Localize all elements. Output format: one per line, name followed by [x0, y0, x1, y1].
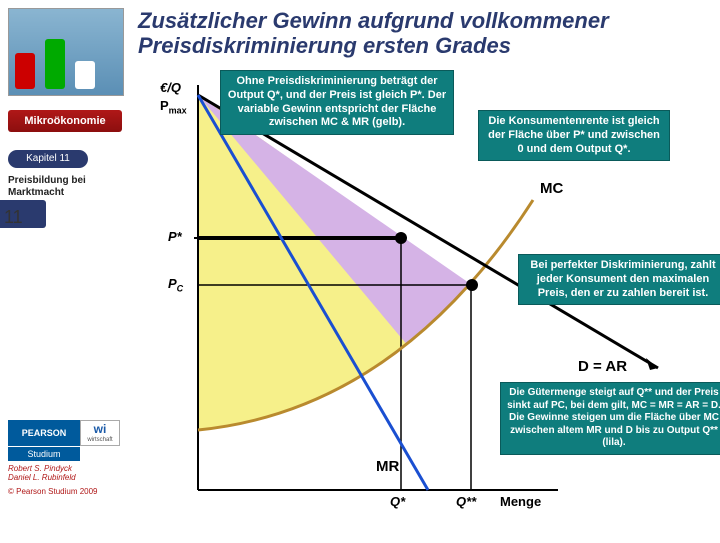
wi-logo: wiwirtschaft	[80, 420, 120, 446]
authors: Robert S. PindyckDaniel L. Rubinfeld	[8, 465, 124, 483]
d-label: D = AR	[578, 358, 627, 375]
pc-label: PC	[168, 276, 183, 294]
chapter-badge: Kapitel 11	[8, 150, 88, 168]
mc-label: MC	[540, 180, 563, 197]
slide-number: 11	[4, 207, 23, 228]
sidebar: Mikroökonomie Kapitel 11 Preisbildung be…	[0, 0, 130, 540]
callout-quantity-increase: Die Gütermenge steigt auf Q** und der Pr…	[500, 382, 720, 455]
callout-consumer-surplus: Die Konsumentenrente ist gleich der Fläc…	[478, 110, 670, 161]
studium-logo: Studium	[8, 447, 80, 461]
decorative-bar	[15, 53, 35, 89]
logo-thumbnail	[8, 8, 124, 96]
qstarstar-label: Q**	[456, 494, 476, 509]
x-axis-label: Menge	[500, 494, 541, 509]
copyright: © Pearson Studium 2009	[8, 487, 124, 496]
y-axis-label: €/Q	[160, 80, 181, 95]
page-title: Zusätzlicher Gewinn aufgrund vollkommene…	[138, 8, 712, 59]
price-discrimination-chart: €/Q Pmax P* PC Q* Q** Menge MC D = AR MR…	[138, 70, 716, 538]
qstar-label: Q*	[390, 494, 405, 509]
pstar-label: P*	[168, 229, 182, 244]
pmax-label: Pmax	[160, 98, 187, 116]
pearson-logo: PEARSON	[8, 420, 80, 446]
publisher-block: PEARSONwiwirtschaft Studium Robert S. Pi…	[8, 420, 124, 510]
topic-label: Preisbildung bei Marktmacht	[8, 175, 122, 199]
callout-perfect-discrimination: Bei perfekter Diskriminierung, zahlt jed…	[518, 254, 720, 305]
decorative-bar	[75, 61, 95, 89]
decorative-bar	[45, 39, 65, 89]
mr-label: MR	[376, 458, 399, 475]
section-badge: Mikroökonomie	[8, 110, 122, 132]
callout-no-discrimination: Ohne Preisdiskriminierung beträgt der Ou…	[220, 70, 454, 135]
